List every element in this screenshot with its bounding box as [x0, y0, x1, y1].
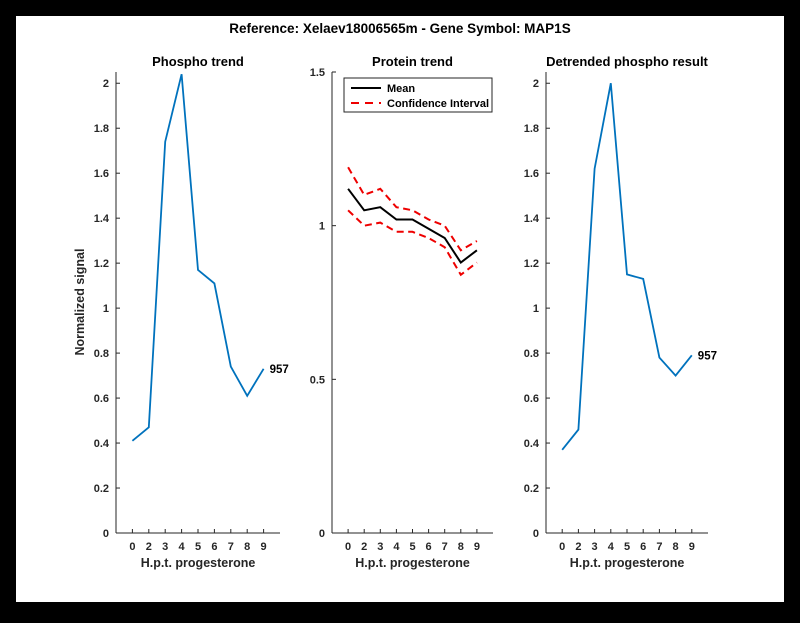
series-line-mean: [347, 188, 478, 264]
x-tick-label: 0: [559, 541, 565, 553]
x-tick-label: 3: [592, 541, 598, 553]
x-tick-label: 4: [179, 541, 186, 553]
legend-entry-label: Mean: [387, 83, 415, 95]
x-tick-label: 6: [426, 541, 432, 553]
x-tick-label: 2: [146, 541, 152, 553]
y-tick-label: 1.4: [524, 213, 540, 225]
series-line-phospho-signal: [131, 73, 265, 442]
y-tick-label: 0: [319, 528, 325, 540]
y-tick-label: 1.2: [94, 258, 109, 270]
series-line-ci-upper: [347, 166, 478, 252]
panel-title: Phospho trend: [152, 54, 244, 69]
y-tick-label: 0.6: [94, 393, 109, 405]
y-tick-label: 1.2: [524, 258, 539, 270]
x-tick-label: 5: [624, 541, 630, 553]
y-tick-label: 2: [103, 78, 109, 90]
panel-title: Detrended phospho result: [546, 54, 708, 69]
y-tick-label: 0.2: [94, 483, 109, 495]
x-tick-label: 3: [377, 541, 383, 553]
x-tick-label: 6: [211, 541, 217, 553]
y-tick-label: 0.5: [310, 374, 325, 386]
legend-box: [343, 77, 493, 113]
y-tick-label: 0: [103, 528, 109, 540]
x-tick-label: 4: [608, 541, 615, 553]
x-axis-label: H.p.t. progesterone: [141, 556, 256, 570]
panel-3: 00.20.40.60.811.21.41.61.820 2 3 4 5 6 7 8 9Detr…: [524, 54, 717, 570]
x-tick-label: 8: [244, 541, 250, 553]
x-tick-label: 9: [689, 541, 695, 553]
series-line-detrended-phospho: [561, 83, 693, 451]
panel-1: 00.20.40.60.811.21.41.61.820 2 3 4 5 6 7 8 9Phos…: [73, 54, 289, 570]
x-tick-label: 9: [261, 541, 267, 553]
series-line-ci-lower: [347, 209, 478, 277]
panels-group: 00.20.40.60.811.21.41.61.820 2 3 4 5 6 7 8 9Phos…: [73, 54, 717, 570]
y-tick-label: 0.6: [524, 393, 539, 405]
x-tick-label: 3: [162, 541, 168, 553]
series-end-label: 957: [698, 350, 717, 362]
y-tick-label: 1.6: [524, 168, 539, 180]
y-tick-label: 0: [533, 528, 539, 540]
panel-title: Protein trend: [372, 54, 453, 69]
y-tick-label: 1.5: [310, 67, 325, 79]
x-tick-label: 0: [345, 541, 351, 553]
series-end-label: 957: [270, 364, 289, 376]
y-axis-label: Normalized signal: [73, 249, 87, 356]
x-tick-label: 0: [129, 541, 135, 553]
x-tick-label: 2: [361, 541, 367, 553]
x-tick-label: 8: [673, 541, 679, 553]
x-tick-label: 5: [195, 541, 201, 553]
y-tick-label: 1.8: [524, 123, 539, 135]
x-axis-label: H.p.t. progesterone: [355, 556, 470, 570]
x-tick-label: 2: [575, 541, 581, 553]
x-tick-label: 4: [393, 541, 400, 553]
x-tick-label: 6: [640, 541, 646, 553]
x-tick-label: 7: [656, 541, 662, 553]
y-tick-label: 2: [533, 78, 539, 90]
y-tick-label: 1.6: [94, 168, 109, 180]
x-tick-label: 8: [458, 541, 464, 553]
y-tick-label: 0.4: [524, 438, 540, 450]
y-tick-label: 0.8: [94, 348, 109, 360]
y-tick-label: 1.4: [94, 213, 110, 225]
x-tick-label: 9: [474, 541, 480, 553]
y-tick-label: 1: [533, 303, 539, 315]
figure-title: Reference: Xelaev18006565m - Gene Symbol…: [229, 21, 570, 36]
y-tick-label: 1: [103, 303, 109, 315]
y-tick-label: 0.4: [94, 438, 110, 450]
figure-background: [16, 16, 784, 602]
y-tick-label: 1.8: [94, 123, 109, 135]
x-tick-label: 7: [228, 541, 234, 553]
y-tick-label: 0.8: [524, 348, 539, 360]
x-tick-label: 5: [409, 541, 415, 553]
x-tick-label: 7: [442, 541, 448, 553]
y-tick-label: 1: [319, 221, 325, 233]
legend-entry-label: Confidence Interval: [387, 98, 489, 110]
x-axis-label: H.p.t. progesterone: [570, 556, 685, 570]
legend: Mean Confidence Interval: [343, 77, 493, 113]
y-tick-label: 0.2: [524, 483, 539, 495]
